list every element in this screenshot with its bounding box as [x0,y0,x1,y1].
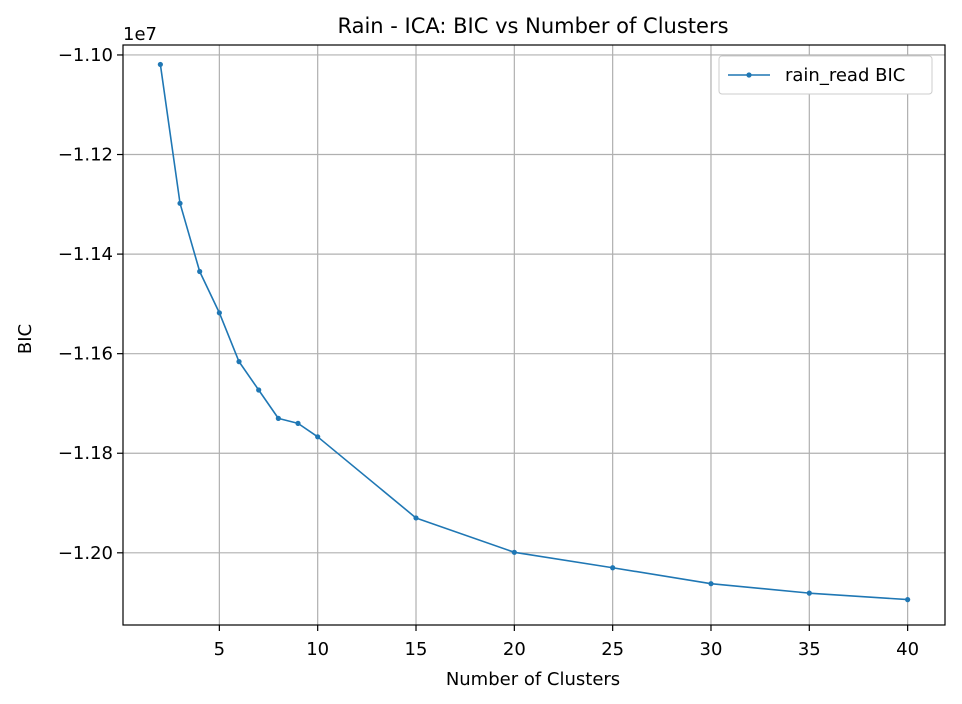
chart-title: Rain - ICA: BIC vs Number of Clusters [337,14,728,38]
data-point [197,268,203,275]
x-axis-label: Number of Clusters [446,669,620,690]
x-tick-label: 5 [214,639,225,660]
data-point [511,549,517,555]
series-layer [157,61,911,603]
x-tick-label: 30 [700,639,723,660]
y-tick-label: −1.12 [58,145,113,166]
x-tick-label: 20 [503,639,526,660]
data-point [256,387,262,393]
plot-frame [122,44,946,626]
legend-label: rain_read BIC [785,65,905,86]
x-tick-label: 25 [601,639,624,660]
y-tick-label: −1.16 [58,344,113,365]
data-point [610,565,616,571]
data-point [905,597,911,603]
y-tick-label: −1.18 [58,443,113,464]
data-point [295,420,301,426]
y-axis-offset-label: 1e7 [123,24,157,45]
y-tick-label: −1.10 [58,45,113,66]
x-tick-label: 10 [306,639,329,660]
data-point [708,581,714,587]
x-tick-label: 40 [896,639,919,660]
data-point [413,515,419,521]
ticks: 5 10 15 20 25 30 35 40 −1.10 −1.12 −1.14 −1.16 −1.18… [58,45,919,660]
y-axis-label: BIC [15,324,36,354]
data-point [236,359,242,365]
y-tick-label: −1.14 [58,244,113,265]
legend: rain_read BIC [718,55,933,95]
legend-box [718,55,933,95]
data-point [806,590,812,596]
data-point [315,434,321,440]
data-point [216,310,222,316]
y-tick-label: −1.20 [58,543,113,564]
plot-area [123,45,945,625]
data-point [157,61,163,68]
x-tick-label: 15 [405,639,428,660]
data-point [177,200,183,206]
legend-marker-swatch [746,72,752,78]
x-tick-label: 35 [798,639,821,660]
grid [123,45,945,625]
data-point [275,415,281,421]
